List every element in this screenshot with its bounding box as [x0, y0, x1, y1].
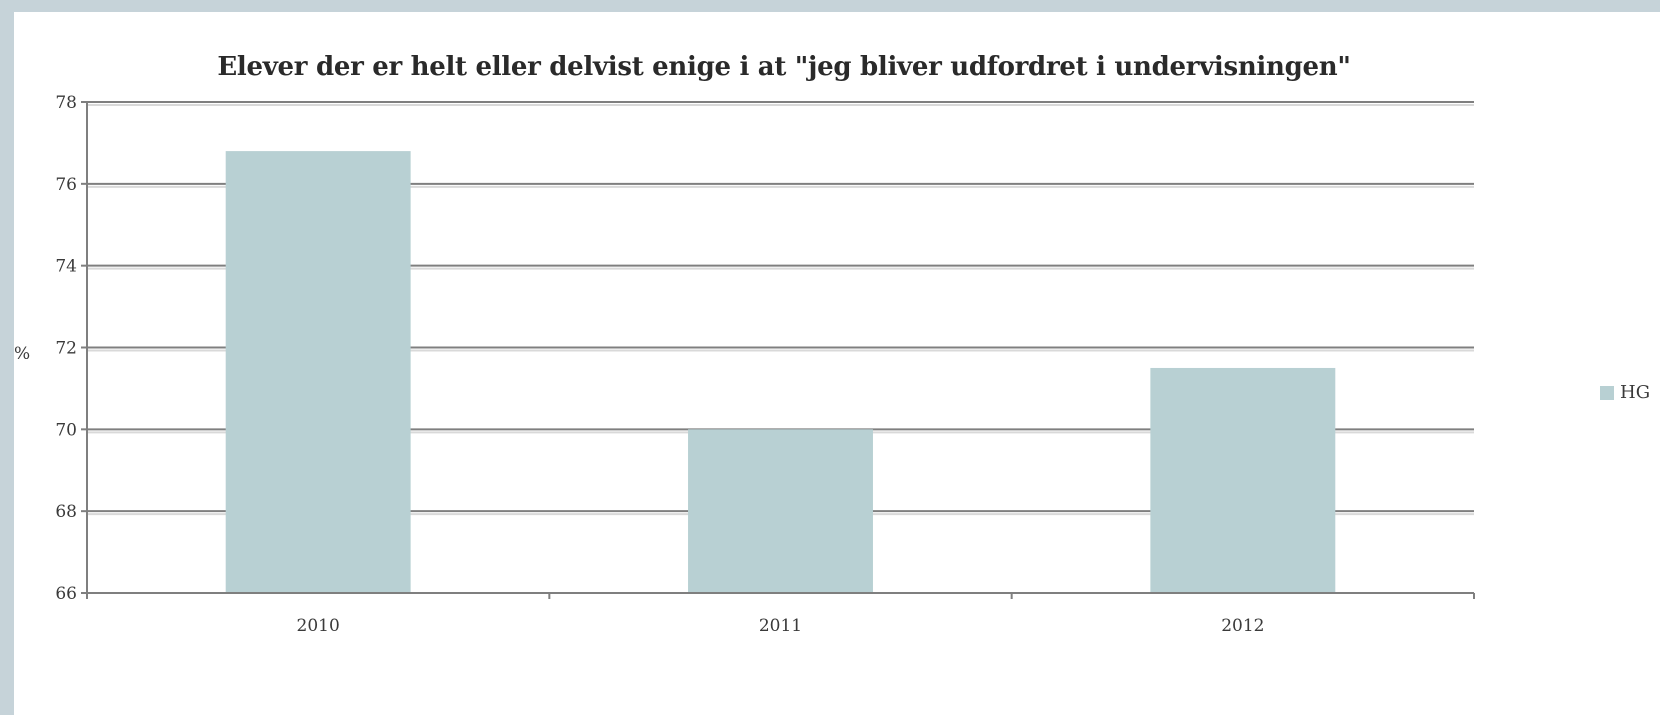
- chart-title: Elever der er helt eller delvist enige i…: [217, 52, 1351, 82]
- y-tick-labels: 66 68 70 72 74 76 78: [55, 93, 77, 604]
- bar-2011: [688, 429, 873, 593]
- x-tick-label: 2010: [297, 616, 340, 636]
- bar-2012: [1150, 367, 1336, 593]
- y-tick-label: 78: [55, 93, 77, 113]
- y-tick-label: 70: [55, 420, 77, 440]
- bars: [225, 151, 1336, 593]
- bar-2010: [225, 151, 411, 593]
- y-axis-label: %: [14, 344, 30, 364]
- legend-label-hg: HG: [1620, 382, 1651, 403]
- x-tick-label: 2012: [1221, 616, 1264, 636]
- y-tick-label: 76: [55, 175, 77, 195]
- x-tick-labels: 2010 2011 2012: [297, 616, 1265, 636]
- legend: HG: [1600, 382, 1650, 403]
- bar-chart: 66 68 70 72 74 76 78 2010 2011 2012 %: [14, 93, 1475, 636]
- axes: [81, 101, 1475, 599]
- legend-swatch-hg: [1600, 385, 1614, 400]
- y-tick-label: 66: [55, 584, 77, 604]
- y-tick-label: 72: [55, 339, 77, 359]
- x-tick-label: 2011: [759, 616, 802, 636]
- y-tick-label: 68: [55, 502, 77, 522]
- y-tick-label: 74: [55, 257, 77, 277]
- chart-frame: Elever der er helt eller delvist enige i…: [14, 12, 1660, 715]
